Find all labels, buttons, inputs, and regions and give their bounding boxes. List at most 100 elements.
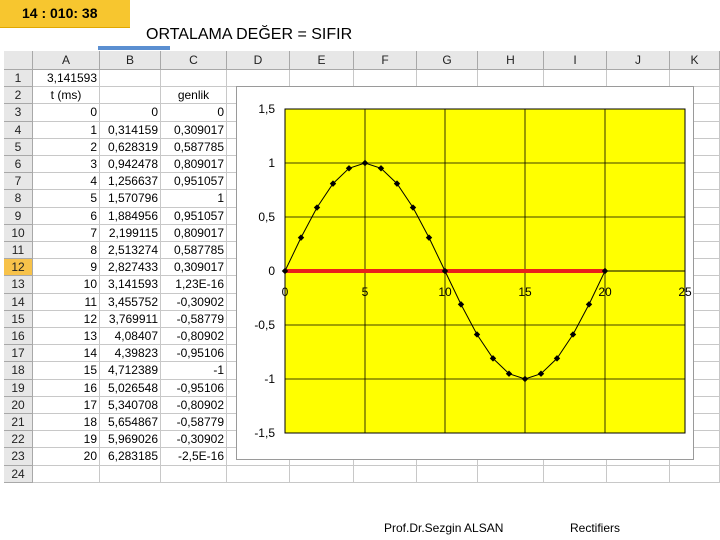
sheet-cell[interactable]: 20: [33, 448, 100, 466]
sheet-cell[interactable]: 7: [33, 224, 100, 242]
sheet-cell[interactable]: -0,30902: [161, 293, 227, 311]
sheet-cell[interactable]: 4,08407: [100, 328, 161, 346]
sheet-cell[interactable]: [33, 465, 100, 483]
row-header-15[interactable]: 15: [4, 310, 33, 328]
row-header-11[interactable]: 11: [4, 242, 33, 260]
row-header-17[interactable]: 17: [4, 345, 33, 363]
sheet-cell[interactable]: 2,513274: [100, 242, 161, 260]
row-header-14[interactable]: 14: [4, 293, 33, 311]
column-header-a[interactable]: A: [33, 51, 100, 70]
sheet-cell[interactable]: [417, 465, 478, 483]
sheet-cell[interactable]: 0,951057: [161, 173, 227, 191]
row-header-22[interactable]: 22: [4, 431, 33, 449]
column-header-d[interactable]: D: [227, 51, 290, 70]
sheet-cell[interactable]: [607, 465, 670, 483]
sheet-cell[interactable]: 14: [33, 345, 100, 363]
row-header-9[interactable]: 9: [4, 207, 33, 225]
sheet-cell[interactable]: 19: [33, 431, 100, 449]
sheet-cell[interactable]: 1,570796: [100, 190, 161, 208]
sheet-cell[interactable]: [478, 70, 544, 88]
sheet-cell[interactable]: 3,769911: [100, 310, 161, 328]
sheet-cell[interactable]: 18: [33, 414, 100, 432]
row-header-24[interactable]: 24: [4, 465, 33, 483]
column-header-i[interactable]: I: [544, 51, 607, 70]
sheet-cell[interactable]: [354, 465, 417, 483]
sheet-cell[interactable]: -0,95106: [161, 345, 227, 363]
sheet-cell[interactable]: -0,95106: [161, 379, 227, 397]
sheet-cell[interactable]: 1,23E-16: [161, 276, 227, 294]
sheet-cell[interactable]: [100, 465, 161, 483]
sheet-cell[interactable]: 5,340708: [100, 396, 161, 414]
sheet-cell[interactable]: 0,809017: [161, 156, 227, 174]
chart-area[interactable]: 1,5 1 0,5 0 -0,5 -1 -1,5 0 5 10 15 20 25: [236, 86, 694, 460]
header-time[interactable]: t (ms): [33, 87, 100, 105]
sheet-cell[interactable]: 6,283185: [100, 448, 161, 466]
sheet-cell[interactable]: -1: [161, 362, 227, 380]
column-header-k[interactable]: K: [670, 51, 720, 70]
sheet-cell[interactable]: 1,884956: [100, 207, 161, 225]
sheet-cell[interactable]: 17: [33, 396, 100, 414]
row-header-13[interactable]: 13: [4, 276, 33, 294]
sheet-cell[interactable]: 15: [33, 362, 100, 380]
sheet-cell[interactable]: [227, 70, 290, 88]
column-header-b[interactable]: B: [100, 51, 161, 70]
sheet-cell[interactable]: 9: [33, 259, 100, 277]
sheet-cell[interactable]: -0,58779: [161, 310, 227, 328]
sheet-cell[interactable]: 3,141593: [100, 276, 161, 294]
sheet-cell[interactable]: 0,809017: [161, 224, 227, 242]
row-header-23[interactable]: 23: [4, 448, 33, 466]
sheet-cell[interactable]: 0: [33, 104, 100, 122]
sheet-cell[interactable]: [290, 465, 354, 483]
sheet-cell[interactable]: 0,942478: [100, 156, 161, 174]
column-header-h[interactable]: H: [478, 51, 544, 70]
sheet-cell[interactable]: 5,654867: [100, 414, 161, 432]
sheet-cell[interactable]: 2,827433: [100, 259, 161, 277]
column-header-c[interactable]: C: [161, 51, 227, 70]
sheet-cell[interactable]: 0: [161, 104, 227, 122]
sheet-cell[interactable]: 13: [33, 328, 100, 346]
column-header-e[interactable]: E: [290, 51, 354, 70]
sheet-cell[interactable]: 0,628319: [100, 138, 161, 156]
row-header-16[interactable]: 16: [4, 328, 33, 346]
row-header-18[interactable]: 18: [4, 362, 33, 380]
sheet-cell[interactable]: -0,58779: [161, 414, 227, 432]
sheet-cell[interactable]: [290, 70, 354, 88]
sheet-cell[interactable]: 5,969026: [100, 431, 161, 449]
row-header-19[interactable]: 19: [4, 379, 33, 397]
sheet-cell[interactable]: 2: [33, 138, 100, 156]
sheet-cell[interactable]: 8: [33, 242, 100, 260]
sheet-cell[interactable]: 4,712389: [100, 362, 161, 380]
cell-a1[interactable]: 3,141593: [33, 70, 100, 88]
row-header-2[interactable]: 2: [4, 87, 33, 105]
sheet-cell[interactable]: [100, 70, 161, 88]
select-all-corner[interactable]: [4, 51, 33, 70]
sheet-cell[interactable]: [100, 87, 161, 105]
sheet-cell[interactable]: 16: [33, 379, 100, 397]
sheet-cell[interactable]: 12: [33, 310, 100, 328]
sheet-cell[interactable]: 0,951057: [161, 207, 227, 225]
sheet-cell[interactable]: -0,30902: [161, 431, 227, 449]
sheet-cell[interactable]: 11: [33, 293, 100, 311]
sheet-cell[interactable]: 3: [33, 156, 100, 174]
row-header-12[interactable]: 12: [4, 259, 33, 277]
row-header-3[interactable]: 3: [4, 104, 33, 122]
sheet-cell[interactable]: [354, 70, 417, 88]
sheet-cell[interactable]: 0,309017: [161, 121, 227, 139]
row-header-6[interactable]: 6: [4, 156, 33, 174]
sheet-cell[interactable]: [670, 70, 720, 88]
sheet-cell[interactable]: -0,80902: [161, 328, 227, 346]
row-header-7[interactable]: 7: [4, 173, 33, 191]
sheet-cell[interactable]: [478, 465, 544, 483]
sheet-cell[interactable]: -2,5E-16: [161, 448, 227, 466]
sheet-cell[interactable]: 0: [100, 104, 161, 122]
sheet-cell[interactable]: 5,026548: [100, 379, 161, 397]
sheet-cell[interactable]: 2,199115: [100, 224, 161, 242]
sheet-cell[interactable]: 1: [161, 190, 227, 208]
sheet-cell[interactable]: 1: [33, 121, 100, 139]
sheet-cell[interactable]: 4,39823: [100, 345, 161, 363]
row-header-5[interactable]: 5: [4, 138, 33, 156]
column-header-f[interactable]: F: [354, 51, 417, 70]
sheet-cell[interactable]: [544, 465, 607, 483]
sheet-cell[interactable]: 3,455752: [100, 293, 161, 311]
row-header-4[interactable]: 4: [4, 121, 33, 139]
